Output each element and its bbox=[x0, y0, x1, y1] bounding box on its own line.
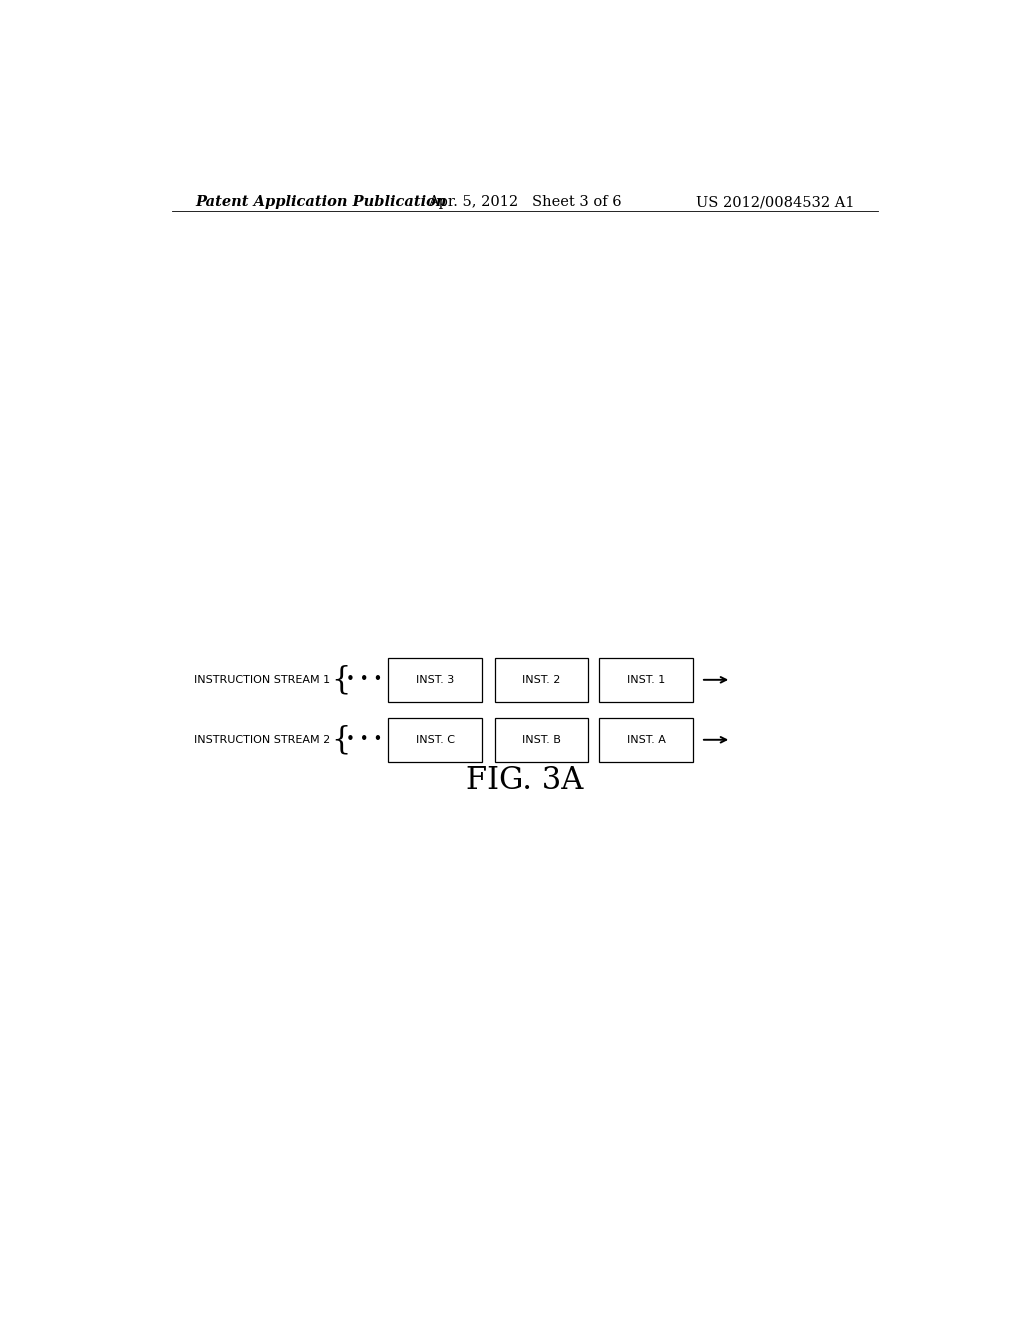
Text: INST. C: INST. C bbox=[416, 735, 455, 744]
Text: INSTRUCTION STREAM 1: INSTRUCTION STREAM 1 bbox=[195, 675, 331, 685]
FancyBboxPatch shape bbox=[599, 657, 693, 702]
Text: INST. 1: INST. 1 bbox=[627, 675, 666, 685]
Text: INST. 3: INST. 3 bbox=[416, 675, 455, 685]
FancyBboxPatch shape bbox=[495, 718, 588, 762]
Text: • • •: • • • bbox=[346, 733, 383, 747]
Text: INST. A: INST. A bbox=[627, 735, 666, 744]
Text: {: { bbox=[331, 725, 350, 755]
Text: Apr. 5, 2012   Sheet 3 of 6: Apr. 5, 2012 Sheet 3 of 6 bbox=[428, 195, 622, 209]
FancyBboxPatch shape bbox=[495, 657, 588, 702]
Text: INST. B: INST. B bbox=[522, 735, 561, 744]
Text: • • •: • • • bbox=[346, 672, 383, 688]
FancyBboxPatch shape bbox=[388, 657, 482, 702]
Text: FIG. 3A: FIG. 3A bbox=[466, 764, 584, 796]
Text: US 2012/0084532 A1: US 2012/0084532 A1 bbox=[695, 195, 854, 209]
Text: Patent Application Publication: Patent Application Publication bbox=[196, 195, 446, 209]
Text: {: { bbox=[331, 664, 350, 696]
FancyBboxPatch shape bbox=[388, 718, 482, 762]
Text: INST. 2: INST. 2 bbox=[522, 675, 561, 685]
Text: INSTRUCTION STREAM 2: INSTRUCTION STREAM 2 bbox=[195, 735, 331, 744]
FancyBboxPatch shape bbox=[599, 718, 693, 762]
